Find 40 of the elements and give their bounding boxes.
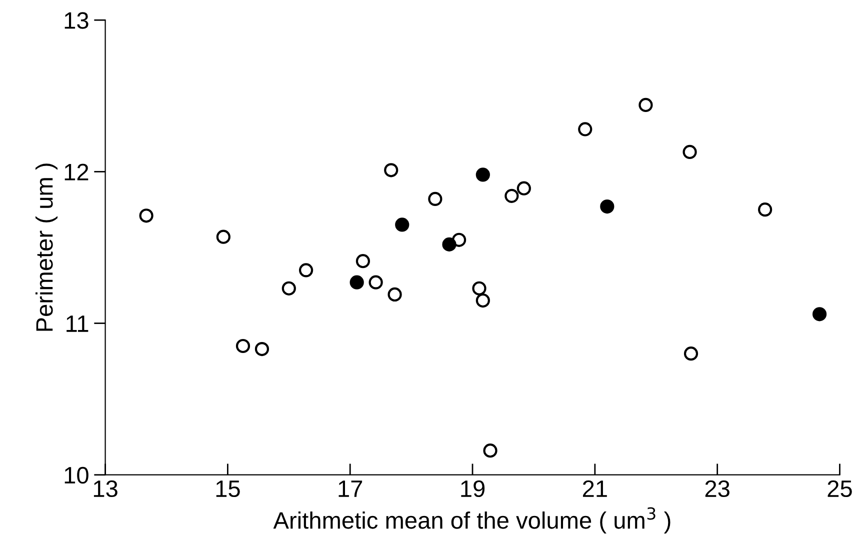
x-tick-label: 25 (828, 480, 852, 498)
y-tick-label: 11 (66, 316, 88, 332)
point (282, 281, 296, 296)
point (395, 218, 410, 232)
point (812, 307, 827, 322)
point (428, 192, 442, 206)
x-axis-title: Arithmetic mean of the volume ( um$^{3}$ ) (273, 507, 670, 534)
point (758, 202, 772, 217)
point (216, 230, 230, 244)
point (483, 444, 498, 458)
point (638, 98, 653, 112)
x-tick-label: 21 (582, 480, 607, 497)
point (684, 346, 698, 361)
point (139, 208, 154, 223)
x-tick-label: 17 (338, 480, 362, 497)
point (254, 342, 270, 356)
point (600, 199, 614, 214)
point (388, 287, 402, 302)
point (578, 122, 592, 136)
point (472, 281, 486, 296)
y-axis-title: Perimeter ( um ) (35, 164, 58, 331)
y-tick-label: 13 (64, 12, 88, 29)
point (682, 144, 697, 160)
point (368, 275, 383, 290)
point (236, 338, 250, 354)
y-tick-label: 10 (64, 466, 88, 484)
x-tick-label: 15 (216, 480, 240, 498)
point (384, 163, 398, 178)
point (350, 275, 364, 290)
x-tick-label: 13 (94, 480, 118, 498)
x-tick-label: 19 (461, 480, 485, 498)
point (476, 168, 490, 182)
point (356, 254, 370, 268)
point (476, 293, 490, 308)
y-tick-label: 12 (64, 164, 88, 180)
point (516, 181, 531, 196)
point (298, 263, 314, 278)
point (442, 237, 456, 252)
point (504, 188, 519, 203)
x-tick-label: 23 (705, 480, 730, 498)
